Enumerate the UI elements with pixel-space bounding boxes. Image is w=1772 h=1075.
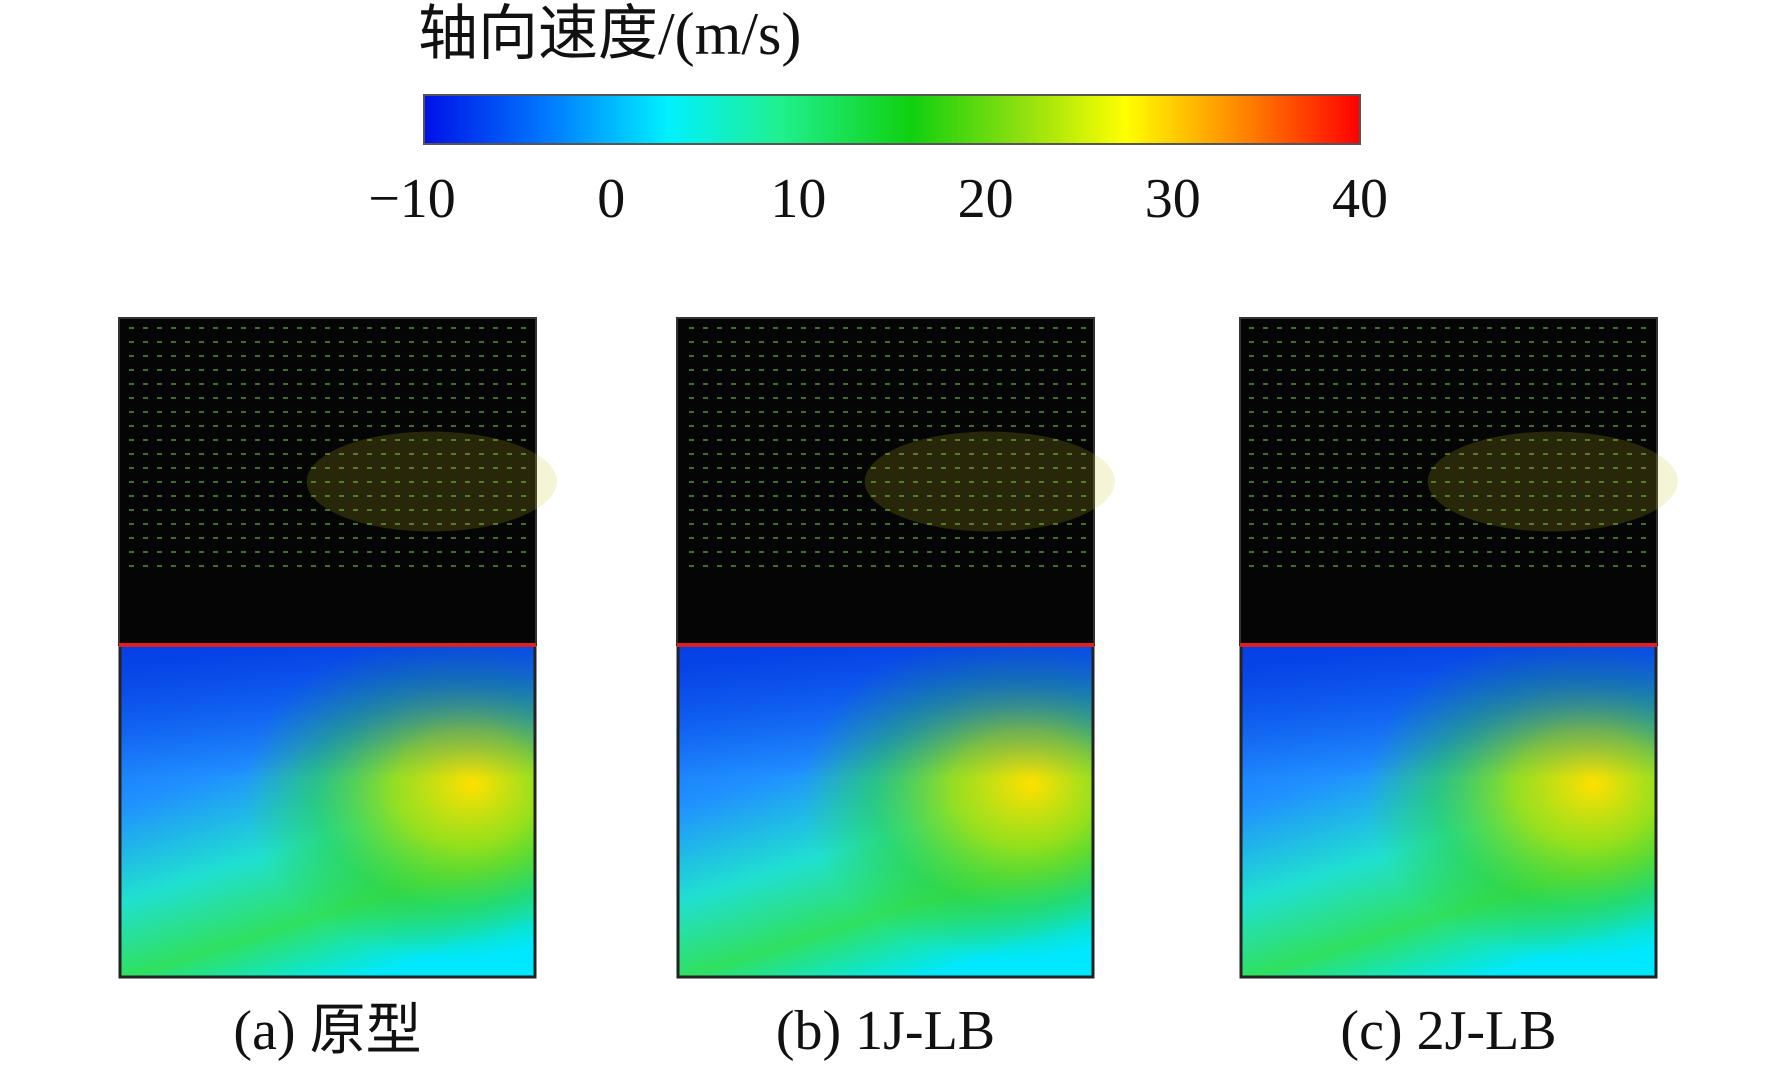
colorbar-tick-label: −10 (368, 168, 456, 230)
colorbar-tick-label: 20 (958, 168, 1014, 230)
colorbar-tick-label: 40 (1332, 168, 1388, 230)
panel: (a) 原型 (118, 317, 557, 1062)
panel-label: (b) 1J-LB (776, 1000, 995, 1062)
colorbar (423, 94, 1361, 145)
colorbar-tick-label: 10 (770, 168, 826, 230)
panel: (c) 2J-LB (1239, 317, 1678, 1062)
panel: (b) 1J-LB (676, 317, 1115, 1062)
colorbar-title: 轴向速度/(m/s) (418, 1, 801, 67)
panel-label: (c) 2J-LB (1340, 1000, 1556, 1062)
panel-label: (a) 原型 (233, 1000, 421, 1062)
colorbar-tick-label: 30 (1145, 168, 1201, 230)
colorbar-tick-label: 0 (597, 168, 625, 230)
